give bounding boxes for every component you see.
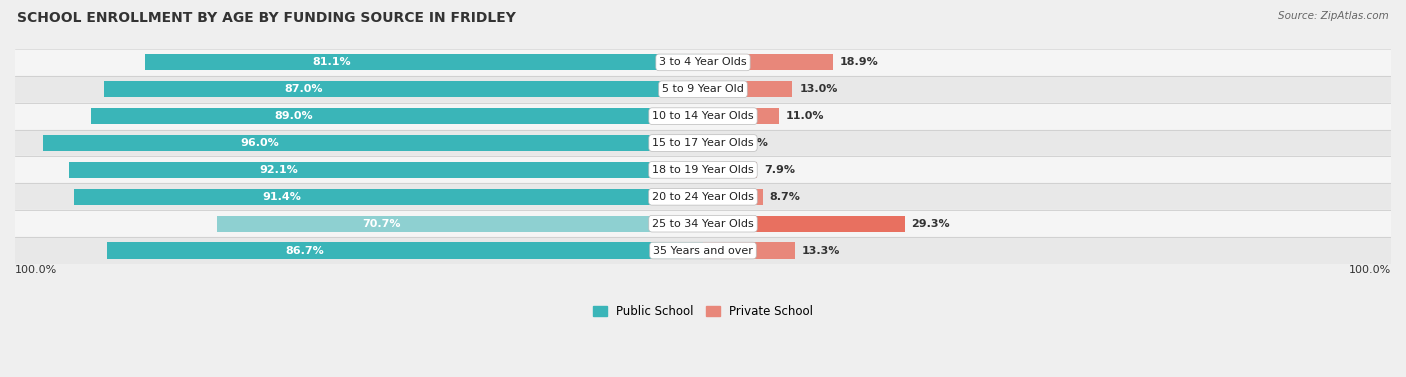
- Bar: [15, 210, 1391, 237]
- Bar: [15, 237, 1391, 264]
- Text: 29.3%: 29.3%: [911, 219, 950, 229]
- Text: 5 to 9 Year Old: 5 to 9 Year Old: [662, 84, 744, 94]
- Text: 96.0%: 96.0%: [240, 138, 280, 148]
- Text: 91.4%: 91.4%: [263, 192, 302, 202]
- Bar: [703, 216, 904, 232]
- Text: 13.3%: 13.3%: [801, 245, 839, 256]
- Bar: [703, 242, 794, 259]
- Bar: [15, 49, 1391, 76]
- Text: 89.0%: 89.0%: [274, 111, 314, 121]
- Bar: [217, 216, 703, 232]
- Bar: [69, 162, 703, 178]
- Text: 81.1%: 81.1%: [312, 57, 352, 67]
- Bar: [703, 135, 731, 151]
- Bar: [42, 135, 703, 151]
- Bar: [703, 189, 763, 205]
- Legend: Public School, Private School: Public School, Private School: [593, 305, 813, 318]
- Bar: [15, 183, 1391, 210]
- Text: 3 to 4 Year Olds: 3 to 4 Year Olds: [659, 57, 747, 67]
- Text: 100.0%: 100.0%: [1348, 265, 1391, 275]
- Text: 18.9%: 18.9%: [839, 57, 879, 67]
- Bar: [104, 81, 703, 97]
- Text: 86.7%: 86.7%: [285, 245, 325, 256]
- Text: 18 to 19 Year Olds: 18 to 19 Year Olds: [652, 165, 754, 175]
- Text: 7.9%: 7.9%: [765, 165, 796, 175]
- Bar: [15, 76, 1391, 103]
- Bar: [145, 54, 703, 70]
- Text: Source: ZipAtlas.com: Source: ZipAtlas.com: [1278, 11, 1389, 21]
- Text: 25 to 34 Year Olds: 25 to 34 Year Olds: [652, 219, 754, 229]
- Text: SCHOOL ENROLLMENT BY AGE BY FUNDING SOURCE IN FRIDLEY: SCHOOL ENROLLMENT BY AGE BY FUNDING SOUR…: [17, 11, 516, 25]
- Text: 10 to 14 Year Olds: 10 to 14 Year Olds: [652, 111, 754, 121]
- Text: 11.0%: 11.0%: [786, 111, 824, 121]
- Text: 70.7%: 70.7%: [363, 219, 401, 229]
- Bar: [15, 103, 1391, 130]
- Bar: [15, 130, 1391, 156]
- Bar: [90, 108, 703, 124]
- Text: 8.7%: 8.7%: [769, 192, 800, 202]
- Text: 35 Years and over: 35 Years and over: [652, 245, 754, 256]
- Bar: [75, 189, 703, 205]
- Bar: [15, 156, 1391, 183]
- Bar: [703, 54, 832, 70]
- Text: 20 to 24 Year Olds: 20 to 24 Year Olds: [652, 192, 754, 202]
- Bar: [703, 108, 779, 124]
- Bar: [703, 162, 758, 178]
- Text: 92.1%: 92.1%: [260, 165, 298, 175]
- Text: 87.0%: 87.0%: [284, 84, 322, 94]
- Text: 13.0%: 13.0%: [800, 84, 838, 94]
- Bar: [703, 81, 793, 97]
- Text: 4.0%: 4.0%: [737, 138, 768, 148]
- Text: 100.0%: 100.0%: [15, 265, 58, 275]
- Text: 15 to 17 Year Olds: 15 to 17 Year Olds: [652, 138, 754, 148]
- Bar: [107, 242, 703, 259]
